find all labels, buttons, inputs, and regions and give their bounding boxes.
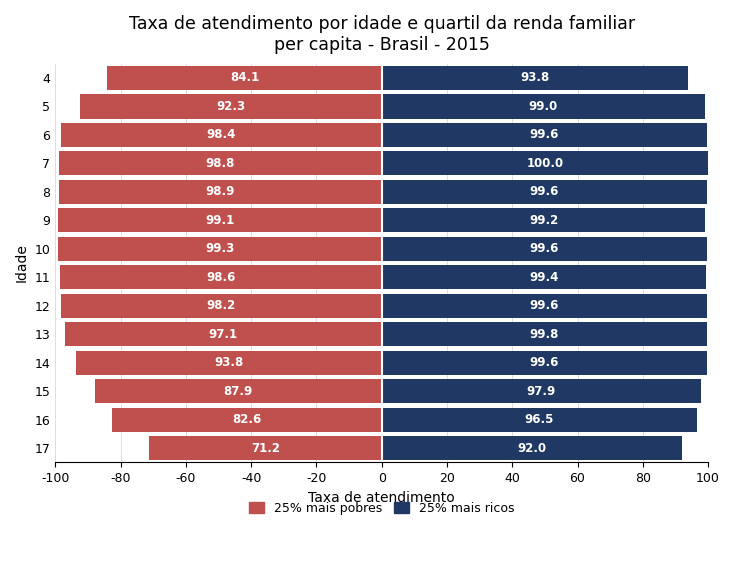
Text: 97.9: 97.9 bbox=[527, 385, 556, 397]
Text: 98.6: 98.6 bbox=[206, 271, 235, 284]
Text: 99.3: 99.3 bbox=[205, 242, 234, 255]
Bar bbox=[381, 94, 705, 118]
Bar bbox=[381, 265, 706, 289]
Text: 96.5: 96.5 bbox=[525, 413, 554, 426]
Bar bbox=[61, 294, 381, 318]
Text: 87.9: 87.9 bbox=[223, 385, 253, 397]
Legend: 25% mais pobres, 25% mais ricos: 25% mais pobres, 25% mais ricos bbox=[243, 497, 520, 520]
Text: 99.6: 99.6 bbox=[529, 128, 559, 141]
Bar bbox=[381, 436, 682, 460]
Bar bbox=[381, 236, 707, 261]
Bar bbox=[381, 208, 706, 233]
Text: 82.6: 82.6 bbox=[232, 413, 262, 426]
Text: 99.8: 99.8 bbox=[530, 328, 559, 341]
Text: 99.2: 99.2 bbox=[529, 214, 558, 227]
Text: 99.6: 99.6 bbox=[529, 185, 559, 198]
Text: 93.8: 93.8 bbox=[214, 356, 243, 369]
Text: 84.1: 84.1 bbox=[230, 72, 259, 84]
Bar bbox=[381, 351, 707, 375]
Text: 98.8: 98.8 bbox=[206, 157, 235, 170]
Text: 99.0: 99.0 bbox=[528, 100, 558, 113]
Text: 98.2: 98.2 bbox=[207, 300, 236, 312]
Bar bbox=[381, 322, 707, 346]
Bar bbox=[58, 208, 381, 233]
Text: 100.0: 100.0 bbox=[526, 157, 564, 170]
Bar bbox=[381, 151, 708, 176]
Bar bbox=[112, 408, 381, 432]
Bar bbox=[149, 436, 381, 460]
Bar bbox=[76, 351, 381, 375]
Text: 99.6: 99.6 bbox=[529, 356, 559, 369]
Text: 92.0: 92.0 bbox=[517, 441, 546, 455]
Text: 92.3: 92.3 bbox=[217, 100, 245, 113]
Bar bbox=[107, 66, 381, 90]
Text: 98.4: 98.4 bbox=[207, 128, 236, 141]
Text: 97.1: 97.1 bbox=[209, 328, 238, 341]
Bar bbox=[60, 265, 381, 289]
Bar bbox=[381, 379, 701, 403]
Text: 98.9: 98.9 bbox=[206, 185, 235, 198]
Text: 71.2: 71.2 bbox=[251, 441, 280, 455]
Bar bbox=[381, 294, 707, 318]
Bar bbox=[80, 94, 381, 118]
Bar bbox=[60, 151, 381, 176]
Y-axis label: Idade: Idade bbox=[15, 244, 29, 283]
Text: 99.1: 99.1 bbox=[205, 214, 234, 227]
Bar bbox=[381, 180, 707, 204]
Text: 99.4: 99.4 bbox=[529, 271, 559, 284]
Title: Taxa de atendimento por idade e quartil da renda familiar
per capita - Brasil - : Taxa de atendimento por idade e quartil … bbox=[129, 15, 635, 54]
Bar bbox=[60, 123, 381, 147]
Bar bbox=[381, 123, 707, 147]
Bar bbox=[381, 66, 688, 90]
Bar bbox=[381, 408, 697, 432]
Bar bbox=[95, 379, 381, 403]
Bar bbox=[65, 322, 381, 346]
Text: 93.8: 93.8 bbox=[520, 72, 549, 84]
Text: 99.6: 99.6 bbox=[529, 300, 559, 312]
Bar bbox=[57, 236, 381, 261]
Text: 99.6: 99.6 bbox=[529, 242, 559, 255]
Bar bbox=[59, 180, 381, 204]
X-axis label: Taxa de atendimento: Taxa de atendimento bbox=[308, 490, 455, 504]
